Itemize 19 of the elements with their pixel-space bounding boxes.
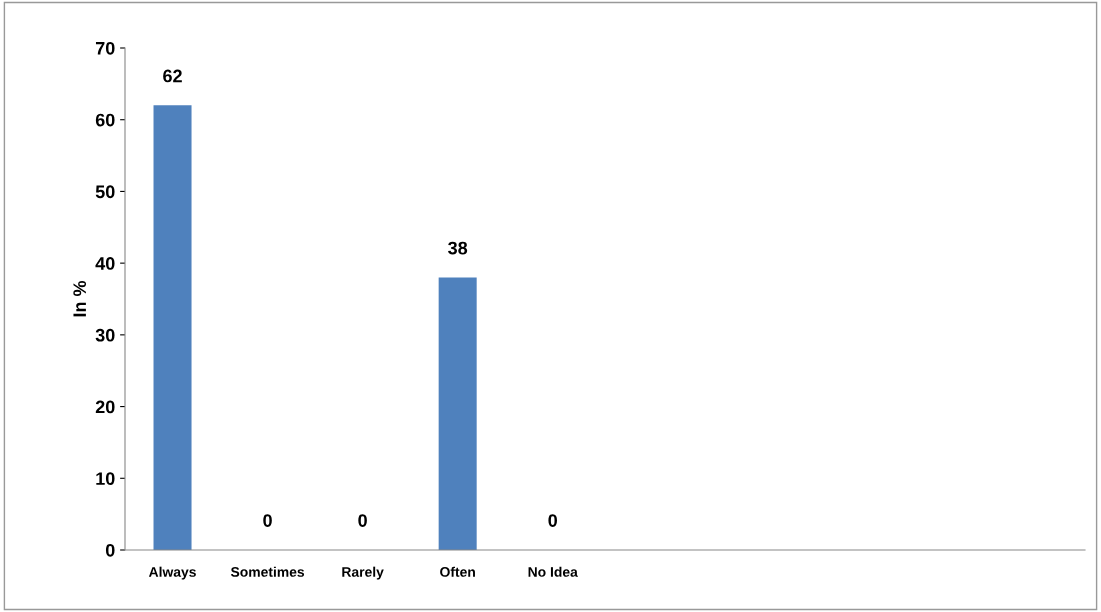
y-tick-label: 30 (95, 328, 115, 342)
y-tick-label: 60 (95, 113, 115, 127)
x-tick-label: Rarely (342, 566, 384, 580)
x-tick-label: Often (440, 566, 475, 577)
data-label: 62 (163, 69, 182, 83)
x-tick-label: Sometimes (230, 566, 305, 577)
y-tick-label: 40 (95, 257, 115, 270)
y-axis-title: In % (73, 280, 87, 317)
x-tick-label: No Idea (528, 566, 578, 577)
y-tick-label: 70 (95, 41, 115, 55)
data-label: 38 (448, 241, 468, 255)
y-tick-label: 10 (96, 472, 115, 486)
x-tick-label: Always (148, 566, 196, 580)
data-label: 0 (548, 514, 557, 527)
data-label: 0 (358, 514, 367, 527)
data-label: 0 (263, 514, 272, 527)
y-tick-label: 0 (105, 543, 115, 557)
y-tick-label: 50 (95, 185, 115, 199)
y-tick-label: 20 (95, 400, 115, 414)
